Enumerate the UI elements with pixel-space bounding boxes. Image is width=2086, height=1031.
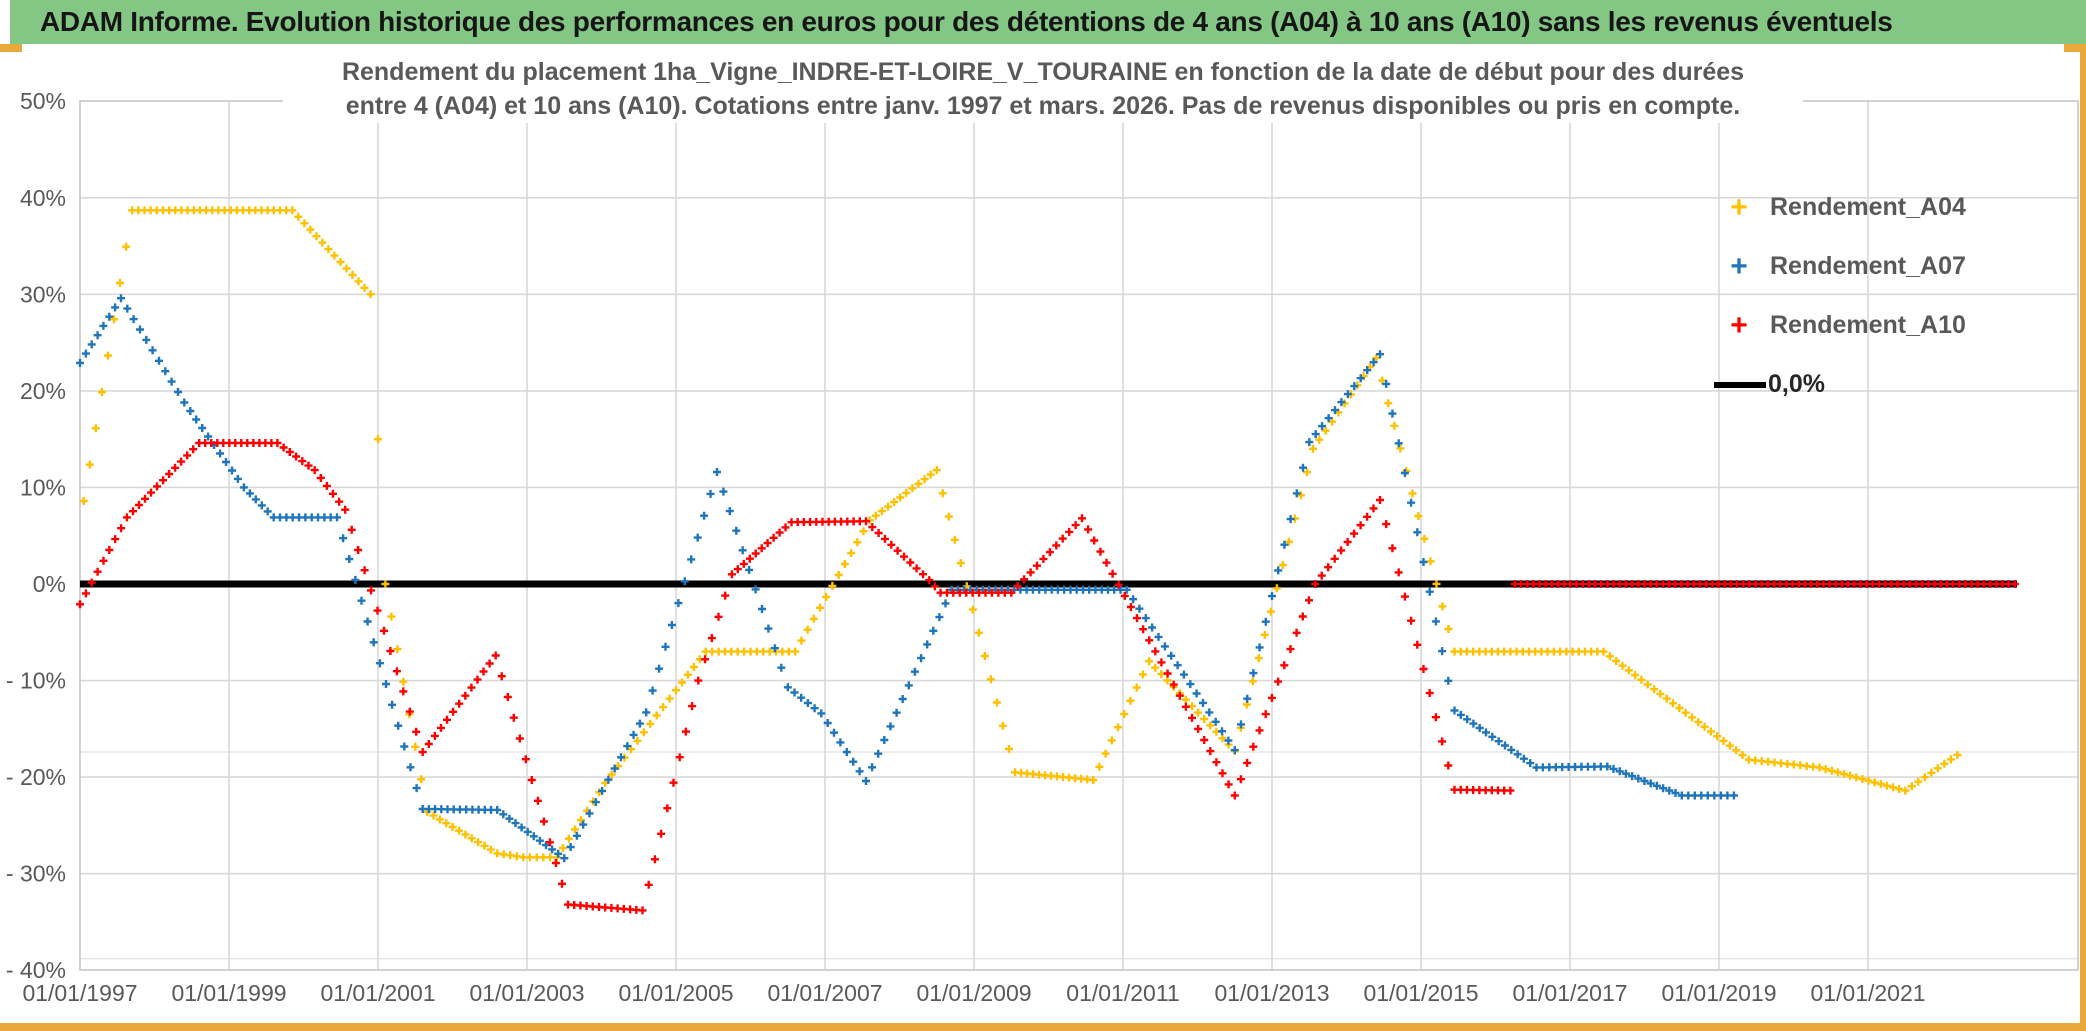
y-axis-tick-label: 20%: [20, 378, 66, 404]
y-axis-tick-label: 40%: [20, 185, 66, 211]
banner-title: ADAM Informe. Evolution historique des p…: [40, 6, 1893, 37]
gold-accent-top-right: [2064, 44, 2086, 52]
legend-item-rendement-a04: + Rendement_A04: [1714, 178, 1966, 237]
x-axis-tick-label: 01/01/2019: [1661, 980, 1776, 1006]
x-axis-tick-label: 01/01/2005: [618, 980, 733, 1006]
legend-label: Rendement_A10: [1770, 311, 1966, 339]
x-axis-tick-label: 01/01/2015: [1363, 980, 1478, 1006]
chart-title: Rendement du placement 1ha_Vigne_INDRE-E…: [283, 55, 1803, 123]
legend: + Rendement_A04 + Rendement_A07 + Rendement_A…: [1714, 178, 1966, 414]
y-axis-tick-label: - 20%: [6, 764, 66, 790]
series-Rendement_A07: [76, 294, 1738, 863]
x-axis-tick-label: 01/01/2001: [320, 980, 435, 1006]
plus-marker-icon: +: [1730, 249, 1748, 283]
x-axis-tick-label: 01/01/2017: [1512, 980, 1627, 1006]
chart-title-line-2: entre 4 (A04) et 10 ans (A10). Cotations…: [345, 92, 1741, 120]
y-axis-tick-label: - 30%: [6, 861, 66, 887]
plus-marker-icon: +: [1730, 308, 1748, 342]
legend-label: Rendement_A07: [1770, 252, 1966, 280]
title-banner: ADAM Informe. Evolution historique des p…: [10, 0, 2086, 44]
legend-label: Rendement_A04: [1770, 193, 1966, 221]
chart-title-line-1: Rendement du placement 1ha_Vigne_INDRE-E…: [341, 58, 1745, 86]
x-axis-tick-label: 01/01/1997: [22, 980, 137, 1006]
x-axis-tick-label: 01/01/2013: [1214, 980, 1329, 1006]
plus-marker-icon: +: [1730, 190, 1748, 224]
y-axis-tick-label: 10%: [20, 474, 66, 500]
x-axis-tick-label: 01/01/2003: [469, 980, 584, 1006]
zero-line-swatch: [1714, 381, 1766, 388]
legend-item-rendement-a07: + Rendement_A07: [1714, 237, 1966, 296]
y-axis-tick-label: 50%: [20, 88, 66, 114]
gold-accent-top-left: [0, 44, 22, 52]
x-axis-tick-label: 01/01/2021: [1810, 980, 1925, 1006]
legend-label: 0,0%: [1768, 370, 1825, 398]
legend-item-0-0-: 0,0%: [1714, 355, 1966, 414]
y-axis-tick-label: - 10%: [6, 668, 66, 694]
x-axis-tick-label: 01/01/1999: [171, 980, 286, 1006]
x-axis-tick-label: 01/01/2009: [916, 980, 1031, 1006]
y-axis-tick-label: - 40%: [6, 957, 66, 983]
y-axis-tick-label: 30%: [20, 281, 66, 307]
series-Rendement_A10: [76, 439, 2019, 915]
x-axis-tick-label: 01/01/2007: [767, 980, 882, 1006]
legend-item-rendement-a10: + Rendement_A10: [1714, 296, 1966, 355]
y-axis-tick-label: 0%: [33, 571, 66, 597]
x-axis-tick-label: 01/01/2011: [1066, 980, 1179, 1006]
gold-accent-bottom-strip: [0, 1023, 2086, 1031]
series-Rendement_A04: [79, 206, 1962, 862]
gold-accent-right-strip: [2080, 52, 2086, 1023]
